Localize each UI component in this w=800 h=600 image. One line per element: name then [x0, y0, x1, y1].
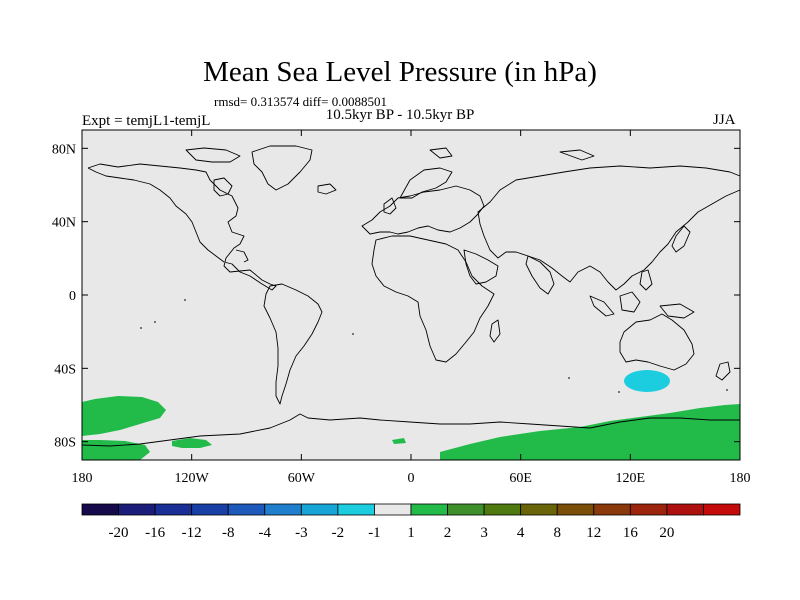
lon-tick-label: 120W: [175, 471, 210, 486]
lon-tick-label: 0: [408, 471, 415, 486]
coast-iceland: [317, 183, 337, 195]
colorbar-swatch: [629, 503, 668, 516]
colorbar-swatch: [300, 503, 339, 516]
colorbar-label: 2: [444, 525, 452, 541]
colorbar-label: 3: [480, 525, 488, 541]
colorbar-label: 8: [553, 525, 561, 541]
colorbar-swatch: [666, 503, 704, 516]
coast-madagascar: [489, 319, 501, 343]
coast-hudson-bay: [213, 177, 233, 197]
coast-north-america: [87, 163, 277, 291]
coast-asia: [477, 165, 741, 291]
coast-new-guinea: [659, 303, 695, 319]
colorbar: -20 -16 -12 -8 -4 -3 -2 -1 1 2 3 4 8 12 16 20: [81, 503, 741, 541]
coast-severnaya: [559, 149, 595, 161]
colorbar-label: 12: [586, 525, 601, 541]
season-label: JJA: [713, 112, 736, 128]
lon-tick-label: 120E: [616, 471, 646, 486]
negative-anomaly-south-australia: [624, 370, 670, 392]
coast-small-islands: [140, 299, 728, 393]
colorbar-swatch: [118, 503, 156, 516]
map-title: Mean Sea Level Pressure (in hPa): [203, 56, 597, 88]
colorbar-swatch: [191, 503, 229, 516]
coast-south-america: [263, 283, 323, 405]
colorbar-swatch: [337, 503, 375, 516]
stats-label: rmsd= 0.313574 diff= 0.0088501: [214, 94, 387, 109]
coast-new-zealand: [715, 361, 731, 381]
colorbar-label: 16: [623, 525, 639, 541]
coast-arabia: [463, 249, 499, 285]
colorbar-swatch: [593, 503, 631, 516]
map-background: [82, 130, 740, 460]
positive-anomaly-south-pacific: [82, 396, 166, 436]
positive-anomaly-antarctic-west: [82, 440, 150, 460]
lat-tick-label: 80S: [54, 436, 76, 451]
period-label: 10.5kyr BP - 10.5kyr BP: [325, 107, 475, 123]
colorbar-swatch: [556, 503, 595, 516]
coast-arctic-islands: [185, 147, 241, 163]
colorbar-swatch: [520, 503, 558, 516]
colorbar-swatch: [483, 503, 522, 516]
coast-svalbard: [429, 147, 453, 159]
colorbar-swatch: [81, 503, 119, 516]
colorbar-swatch: [374, 503, 412, 516]
coast-india: [525, 255, 555, 295]
colorbar-label: -2: [332, 525, 345, 541]
colorbar-label: -8: [222, 525, 235, 541]
coast-sumatra: [589, 295, 615, 317]
lon-tick-label: 60E: [509, 471, 532, 486]
lon-tick-label: 180: [72, 471, 93, 486]
lat-tick-label: 40N: [52, 216, 76, 231]
colorbar-label: -20: [109, 525, 129, 541]
colorbar-swatch: [227, 503, 266, 516]
coast-philippines: [639, 269, 653, 291]
lat-tick-label: 40S: [54, 362, 76, 377]
coast-japan: [671, 225, 691, 253]
colorbar-swatch: [447, 503, 485, 516]
positive-anomaly-ross-sea: [172, 438, 212, 448]
colorbar-swatch: [154, 503, 193, 516]
colorbar-label: -4: [259, 525, 272, 541]
coast-antarctica: [81, 413, 740, 447]
colorbar-label: -1: [368, 525, 381, 541]
coast-greenland: [251, 145, 313, 191]
colorbar-label: 1: [407, 525, 415, 541]
colorbar-swatch: [264, 503, 302, 516]
colorbar-label: 4: [517, 525, 525, 541]
lon-tick-label: 60W: [288, 471, 316, 486]
coast-africa: [371, 235, 495, 363]
coast-scandinavia: [399, 167, 453, 199]
axis-ticks: 180 120W 60W 0 60E 120E 180 80N 40N 0 40S 80S: [52, 130, 751, 486]
coast-british-isles: [383, 197, 397, 215]
colorbar-label: -12: [182, 525, 202, 541]
experiment-label: Expt = temjL1-temjL: [82, 113, 211, 129]
coast-gulf: [235, 249, 249, 263]
colorbar-label: 20: [659, 525, 674, 541]
lat-tick-label: 80N: [52, 142, 76, 157]
coastlines: [81, 145, 741, 447]
colorbar-label: -16: [145, 525, 165, 541]
coast-borneo: [619, 291, 641, 313]
colorbar-swatch: [410, 503, 448, 516]
lon-tick-label: 180: [730, 471, 751, 486]
colorbar-swatch: [703, 503, 741, 516]
positive-anomaly-weddell: [392, 438, 406, 444]
lat-tick-label: 0: [69, 289, 76, 304]
colorbar-label: -3: [295, 525, 308, 541]
coast-australia: [619, 313, 695, 371]
